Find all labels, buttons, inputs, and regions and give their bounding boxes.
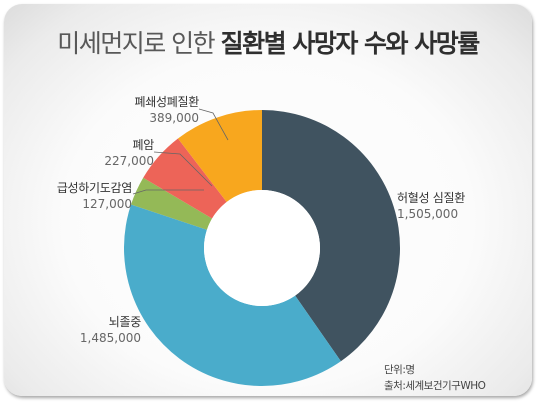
leader-line [132, 189, 204, 195]
slice-value-label: 127,000 [82, 197, 132, 211]
page-title: 미세먼지로 인한 질환별 사망자 수와 사망률 [4, 24, 532, 60]
leader-line [198, 108, 229, 141]
donut-slice [177, 110, 262, 202]
source-note: 출처:세계보건기구WHO [384, 380, 486, 392]
slice-value-label: 389,000 [149, 111, 199, 125]
donut-chart: 허혈성 심질환 1,505,000 뇌졸중 1,485,000 급성하기도감염 127,0… [57, 95, 466, 386]
slice-value-label: 1,505,000 [397, 207, 458, 221]
leader-lines [132, 108, 229, 195]
slice-label: 폐암 [133, 138, 155, 152]
slice-labels: 허혈성 심질환 1,505,000 뇌졸중 1,485,000 급성하기도감염 127,0… [57, 95, 466, 345]
chart-slices [124, 110, 400, 386]
donut-slice [262, 110, 400, 362]
donut-slice [143, 138, 227, 219]
donut-hole [204, 190, 320, 306]
slice-label: 급성하기도감염 [57, 181, 132, 195]
chart-card: 미세먼지로 인한 질환별 사망자 수와 사망률 허혈성 심질환 1,505,000… [4, 4, 532, 396]
slice-value-label: 227,000 [104, 154, 154, 168]
unit-note: 단위:명 [384, 364, 415, 376]
title-light-part: 미세먼지로 인한 [57, 29, 215, 58]
slice-value-label: 1,485,000 [80, 331, 141, 345]
slice-label: 허혈성 심질환 [397, 191, 465, 205]
donut-slice [131, 177, 213, 230]
slice-label: 폐쇄성폐질환 [135, 95, 200, 109]
title-bold-part: 질환별 사망자 수와 사망률 [220, 29, 481, 58]
leader-line [153, 151, 213, 187]
donut-slice [124, 204, 341, 386]
slice-label: 뇌졸중 [109, 315, 141, 329]
